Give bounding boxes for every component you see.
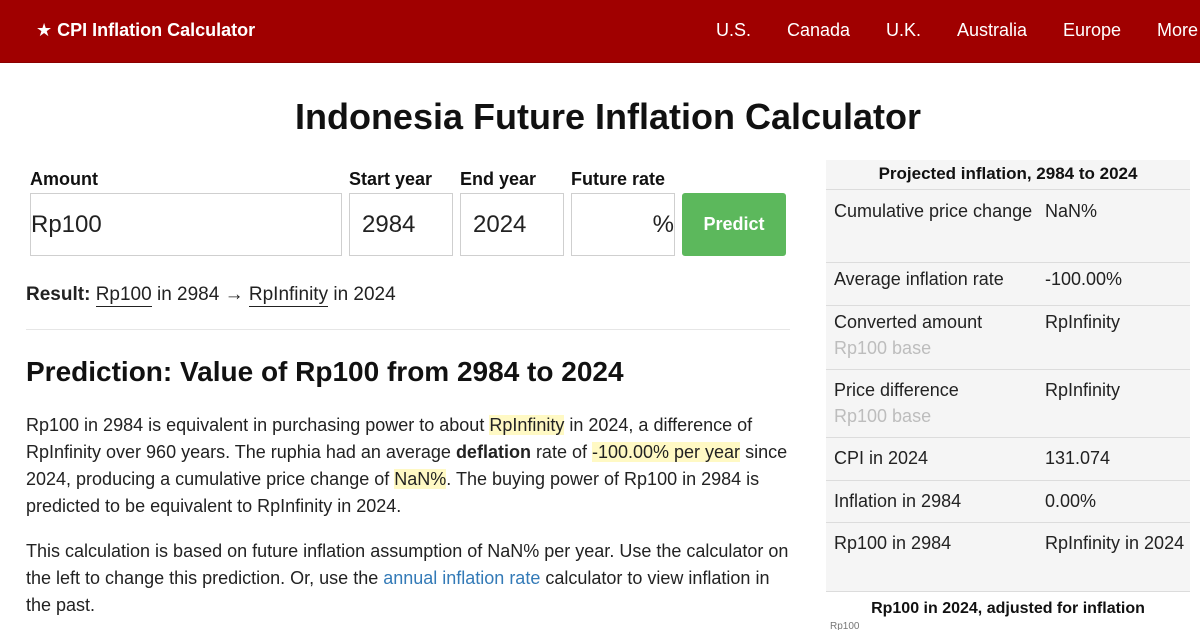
result-label: Result: [26, 284, 91, 305]
top-navbar: ★ CPI Inflation Calculator U.S. Canada U… [0, 0, 1200, 63]
brand-link[interactable]: ★ CPI Inflation Calculator [36, 20, 256, 40]
result-text-2: in 2024 [328, 284, 396, 305]
divider [26, 329, 790, 330]
row-value: 131.074 [1045, 448, 1111, 468]
p2-text-a: This calculation is based on future infl… [26, 541, 789, 588]
predict-button[interactable]: Predict [682, 193, 786, 256]
sidebar-row-cumulative: Cumulative price change NaN% [826, 189, 1190, 262]
row-key-sub: Rp100 base [834, 406, 932, 426]
row-key-text: Converted amount [834, 312, 983, 332]
prediction-paragraph-2: This calculation is based on future infl… [26, 538, 796, 619]
row-key: Inflation in 2984 [834, 491, 962, 511]
row-value: NaN% [1045, 201, 1098, 221]
amount-input[interactable]: Rp100 [30, 193, 342, 256]
row-key: Average inflation rate [834, 269, 1004, 289]
p1-highlight-1: RpInfinity [489, 415, 565, 435]
result-from-amount: Rp100 [95, 284, 152, 307]
nav-link-europe[interactable]: Europe [1063, 20, 1122, 40]
nav-link-us[interactable]: U.S. [716, 20, 752, 40]
p1-text-e: . The buying power of Rp100 in 2984 is p… [26, 469, 760, 516]
row-value: RpInfinity in 2024 [1045, 533, 1185, 553]
row-key-sub: Rp100 base [834, 338, 932, 358]
sidebar-row-amount: Rp100 in 2984 RpInfinity in 2024 [826, 522, 1190, 592]
prediction-paragraph-1: Rp100 in 2984 is equivalent in purchasin… [26, 412, 796, 520]
row-key-text: Price difference [834, 380, 959, 400]
row-key: Rp100 in 2984 [834, 533, 952, 553]
p1-text-a: Rp100 in 2984 is equivalent in purchasin… [26, 415, 490, 435]
page-title: Indonesia Future Inflation Calculator [294, 96, 922, 137]
sidebar-row-cpi: CPI in 2024 131.074 [826, 437, 1190, 480]
p1-text-c: rate of [530, 442, 592, 462]
sidebar-row-inflation: Inflation in 2984 0.00% [826, 480, 1190, 522]
sidebar-row-price-difference: Price difference Rp100 base RpInfinity [826, 369, 1190, 437]
row-value: RpInfinity [1045, 312, 1121, 332]
p1-text-d: since 2024, producing a cumulative price… [26, 442, 788, 489]
row-key: CPI in 2024 [834, 448, 929, 468]
p1-bold: deflation [455, 442, 531, 462]
p1-highlight-3: NaN% [394, 469, 447, 489]
chart-axis-label: Rp100 [830, 621, 860, 630]
amount-value: Rp100 [31, 210, 102, 238]
end-year-value: 2024 [473, 210, 527, 238]
prediction-heading: Prediction: Value of Rp100 from 2984 to … [26, 356, 624, 387]
sidebar-row-average-rate: Average inflation rate -100.00% [826, 262, 1190, 305]
row-value: RpInfinity [1045, 380, 1121, 400]
start-year-label: Start year [349, 169, 433, 189]
row-key: Price difference Rp100 base [834, 377, 1034, 429]
sidebar-row-converted: Converted amount Rp100 base RpInfinity [826, 305, 1190, 369]
row-key: Converted amount Rp100 base [834, 309, 1034, 361]
row-value: -100.00% [1045, 269, 1123, 289]
start-year-value: 2984 [362, 210, 416, 238]
nav-link-uk[interactable]: U.K. [886, 20, 922, 40]
start-year-input[interactable]: 2984 [349, 193, 453, 256]
p1-text-b: in 2024, a difference of RpInfinity over… [26, 415, 753, 462]
future-rate-input[interactable]: % [571, 193, 675, 256]
result-to-amount: RpInfinity [248, 284, 329, 307]
nav-link-australia[interactable]: Australia [957, 20, 1028, 40]
end-year-label: End year [460, 169, 537, 189]
result-line: Result: Rp100 in 2984 → RpInfinity in 20… [26, 284, 396, 307]
nav-link-canada[interactable]: Canada [787, 20, 851, 40]
p2-text-b: calculator to view inflation in the past… [26, 568, 770, 615]
sidebar-panel [826, 160, 1190, 592]
percent-suffix: % [652, 210, 674, 238]
nav-link-more[interactable]: More [1157, 20, 1199, 40]
amount-label: Amount [30, 169, 98, 189]
sidebar-title: Projected inflation, 2984 to 2024 [878, 164, 1138, 183]
chart-title: Rp100 in 2024, adjusted for inflation [871, 600, 1145, 617]
result-text-1: in 2984 [151, 284, 225, 305]
row-key: Cumulative price change [834, 201, 1033, 221]
end-year-input[interactable]: 2024 [460, 193, 564, 256]
result-arrow: → [224, 284, 244, 305]
annual-inflation-rate-link[interactable]: annual inflation rate [383, 568, 541, 588]
future-rate-label: Future rate [571, 169, 666, 189]
row-value: 0.00% [1045, 491, 1097, 511]
p1-highlight-2: -100.00% per year [591, 442, 741, 462]
